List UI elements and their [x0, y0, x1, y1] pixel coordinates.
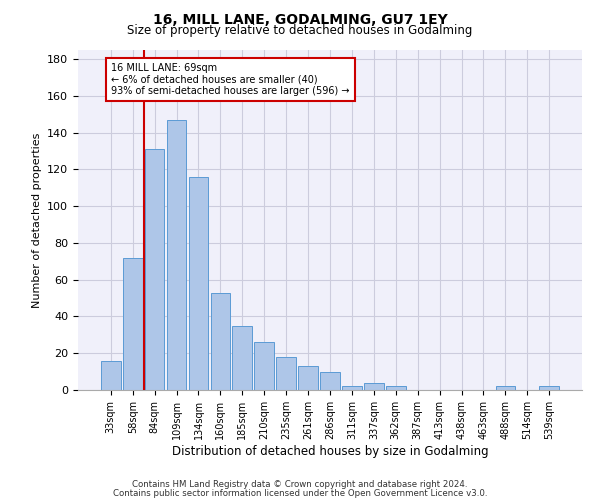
Bar: [386, 386, 406, 390]
Bar: [496, 386, 515, 390]
Bar: [276, 357, 296, 390]
Bar: [342, 386, 362, 390]
Bar: [298, 366, 318, 390]
X-axis label: Distribution of detached houses by size in Godalming: Distribution of detached houses by size …: [172, 444, 488, 458]
Text: 16, MILL LANE, GODALMING, GU7 1EY: 16, MILL LANE, GODALMING, GU7 1EY: [152, 12, 448, 26]
Bar: [211, 292, 230, 390]
Y-axis label: Number of detached properties: Number of detached properties: [32, 132, 41, 308]
Text: Size of property relative to detached houses in Godalming: Size of property relative to detached ho…: [127, 24, 473, 37]
Bar: [123, 258, 143, 390]
Bar: [364, 382, 384, 390]
Text: Contains public sector information licensed under the Open Government Licence v3: Contains public sector information licen…: [113, 488, 487, 498]
Bar: [167, 120, 187, 390]
Bar: [101, 360, 121, 390]
Bar: [254, 342, 274, 390]
Bar: [320, 372, 340, 390]
Bar: [188, 177, 208, 390]
Text: Contains HM Land Registry data © Crown copyright and database right 2024.: Contains HM Land Registry data © Crown c…: [132, 480, 468, 489]
Bar: [539, 386, 559, 390]
Bar: [232, 326, 252, 390]
Text: 16 MILL LANE: 69sqm
← 6% of detached houses are smaller (40)
93% of semi-detache: 16 MILL LANE: 69sqm ← 6% of detached hou…: [111, 63, 350, 96]
Bar: [145, 149, 164, 390]
